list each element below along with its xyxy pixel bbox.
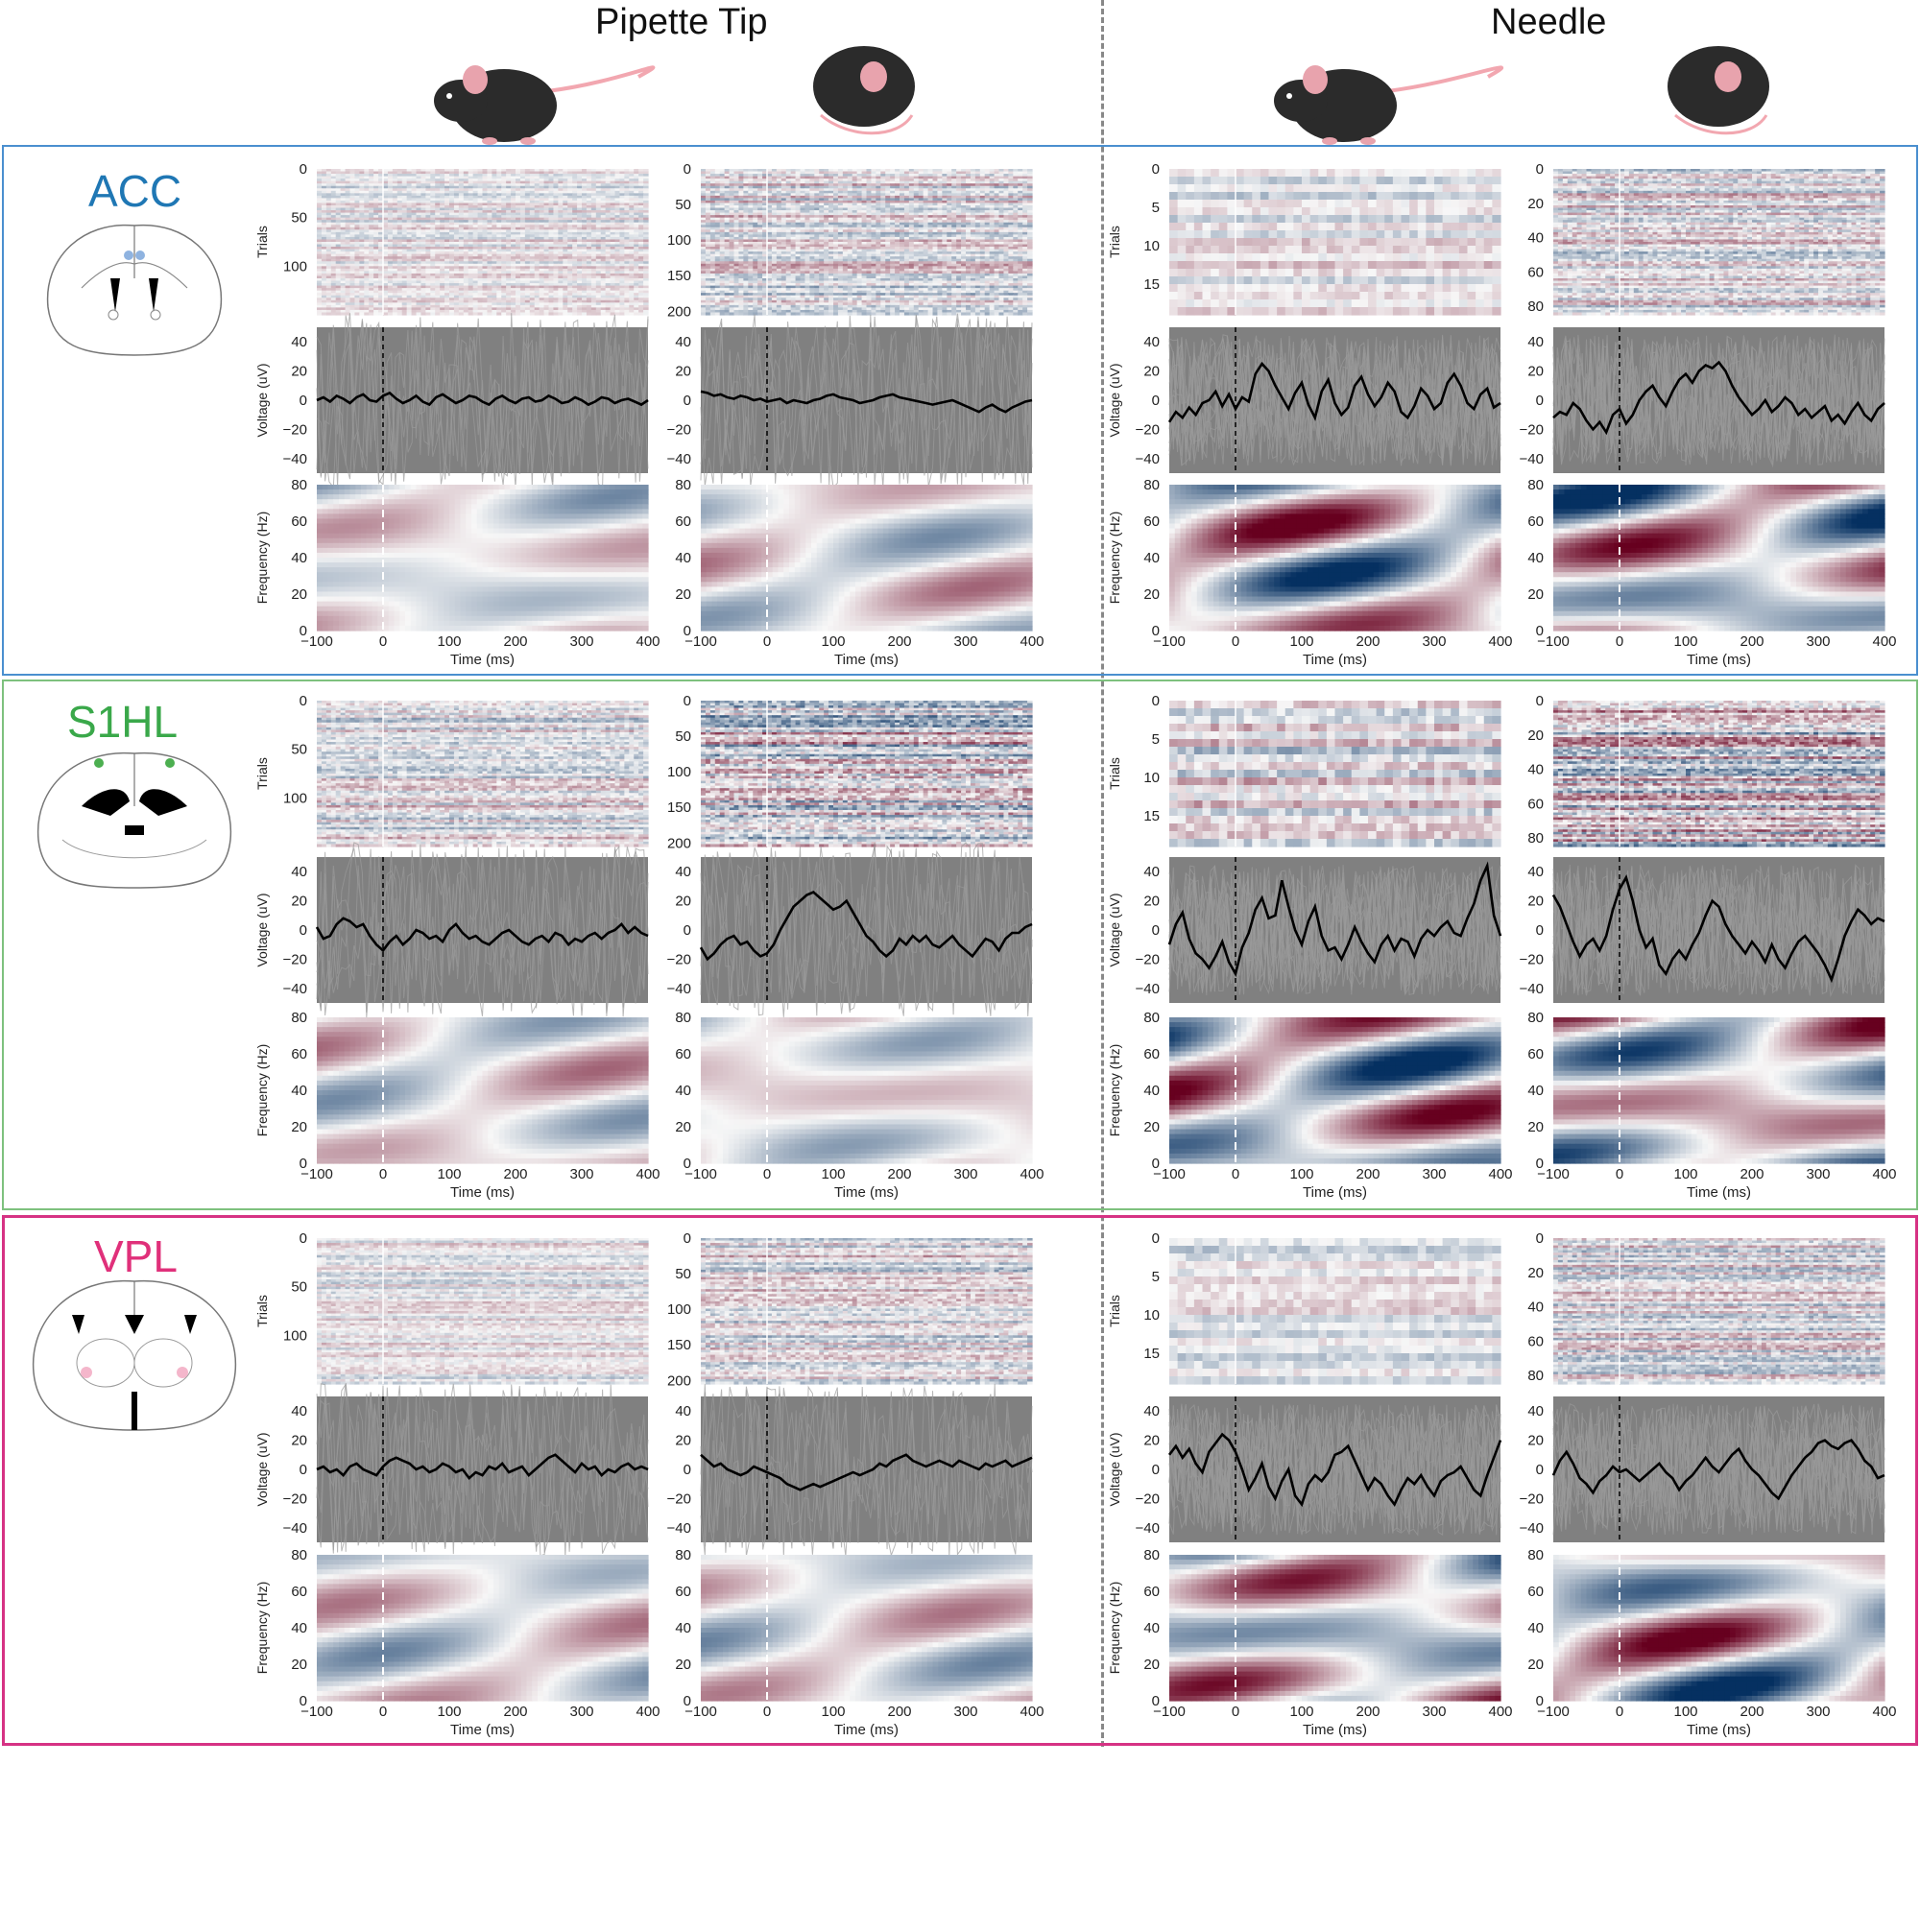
chart-grid: 050100Trials40200−20−40Voltage (uV)80604… [0,0,1920,1932]
trials-heatmap-acc-pipette-awake [317,169,649,316]
figure: Pipette Tip Needle ACC S1HL VPL [0,0,1920,1932]
